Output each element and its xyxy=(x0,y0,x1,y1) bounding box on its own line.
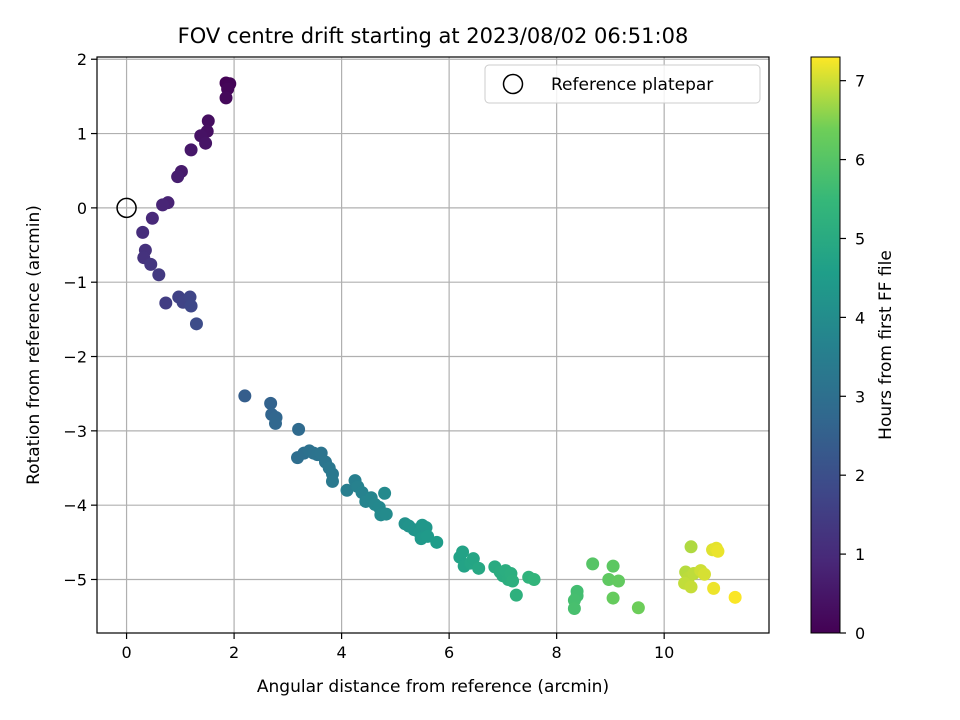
data-point xyxy=(144,257,158,271)
data-point xyxy=(684,580,698,594)
y-tick-label: −3 xyxy=(63,422,87,441)
y-tick-label: −5 xyxy=(63,570,87,589)
colorbar-tick-label: 4 xyxy=(855,308,865,327)
reference-platepar-marker xyxy=(116,197,137,219)
legend: Reference platepar xyxy=(484,64,761,104)
x-tick-label: 0 xyxy=(121,643,131,662)
data-point xyxy=(466,552,480,566)
data-point xyxy=(219,91,233,105)
data-points xyxy=(136,76,742,615)
data-point xyxy=(238,389,252,403)
data-point xyxy=(606,559,620,573)
data-point xyxy=(152,268,166,282)
x-tick-label: 4 xyxy=(337,643,347,662)
data-point xyxy=(379,507,393,521)
data-point xyxy=(199,136,213,150)
legend-box xyxy=(484,64,761,104)
x-tick-label: 8 xyxy=(552,643,562,662)
colorbar-tick-label: 6 xyxy=(855,151,865,170)
y-tick-label: −4 xyxy=(63,496,87,515)
colorbar-ticks: 0 1 2 3 4 5 6 7 xyxy=(840,72,865,643)
y-axis-ticks: 2 1 0 −1 −2 −3 −4 −5 xyxy=(63,50,97,589)
y-tick-label: −1 xyxy=(63,273,87,292)
colorbar-tick-label: 5 xyxy=(855,229,865,248)
x-tick-label: 6 xyxy=(444,643,454,662)
data-point xyxy=(264,396,278,410)
colorbar-label: Hours from first FF file xyxy=(876,250,896,440)
data-point xyxy=(159,296,173,310)
data-point xyxy=(184,299,198,313)
data-point xyxy=(611,574,625,588)
colorbar-tick-label: 3 xyxy=(855,387,865,406)
data-point xyxy=(631,601,645,615)
legend-entry-reference: Reference platepar xyxy=(551,75,713,95)
data-point xyxy=(567,601,581,615)
data-point xyxy=(325,474,339,488)
data-point xyxy=(711,544,725,558)
y-tick-label: −2 xyxy=(63,348,87,367)
data-point xyxy=(430,535,444,549)
legend-reference-icon xyxy=(502,73,524,95)
colorbar-tick-label: 0 xyxy=(855,624,865,643)
data-point xyxy=(506,574,520,588)
data-point xyxy=(456,545,470,559)
data-point xyxy=(509,588,523,602)
data-point xyxy=(378,486,392,500)
data-point xyxy=(728,590,742,604)
x-axis-label: Angular distance from reference (arcmin) xyxy=(257,677,609,697)
y-tick-label: 1 xyxy=(77,125,87,144)
data-point xyxy=(606,591,620,605)
colorbar-tick-label: 2 xyxy=(855,466,865,485)
data-point xyxy=(472,561,486,575)
colorbar-tick-label: 1 xyxy=(855,545,865,564)
chart-title: FOV centre drift starting at 2023/08/02 … xyxy=(178,24,689,48)
data-point xyxy=(707,581,721,595)
grid-lines xyxy=(97,57,769,633)
data-point xyxy=(586,557,600,571)
data-point xyxy=(697,567,711,581)
colorbar: 0 1 2 3 4 5 6 7 Hours from first FF file xyxy=(810,56,896,643)
colorbar-tick-label: 7 xyxy=(855,72,865,91)
x-tick-label: 2 xyxy=(229,643,239,662)
data-point xyxy=(340,483,354,497)
data-point xyxy=(136,225,150,239)
data-point xyxy=(171,170,185,184)
data-point xyxy=(527,572,541,586)
y-axis-label: Rotation from reference (arcmin) xyxy=(24,205,44,485)
data-point xyxy=(145,211,159,225)
plot-frame xyxy=(96,56,770,634)
data-point xyxy=(156,198,170,212)
x-axis-ticks: 0 2 4 6 8 10 xyxy=(121,633,674,662)
data-point xyxy=(189,317,203,331)
data-point xyxy=(684,540,698,554)
data-point xyxy=(292,422,306,436)
data-point xyxy=(268,416,282,430)
data-point xyxy=(201,114,215,128)
data-point xyxy=(602,572,616,586)
x-tick-label: 10 xyxy=(654,643,674,662)
y-tick-label: 2 xyxy=(77,50,87,69)
data-point xyxy=(184,143,198,157)
colorbar-gradient xyxy=(810,56,841,634)
y-tick-label: 0 xyxy=(77,199,87,218)
